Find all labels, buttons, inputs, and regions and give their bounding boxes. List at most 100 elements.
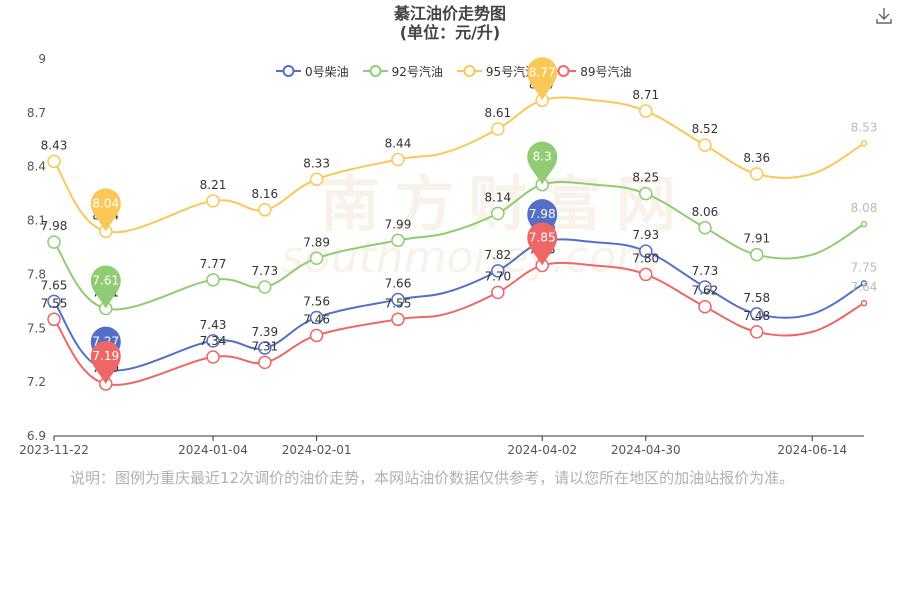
x-tick-label: 2024-04-30: [611, 443, 681, 457]
y-tick-label: 7.5: [27, 321, 46, 335]
series-point: [309, 251, 324, 266]
series-point: [639, 104, 653, 118]
data-label: 8.06: [692, 205, 719, 219]
legend-item[interactable]: 89号汽油: [551, 63, 631, 80]
series-point: [639, 186, 653, 201]
data-label: 8.16: [251, 187, 278, 201]
series-point: [698, 280, 712, 294]
series-point: [258, 203, 272, 217]
marker-pin-shape: [527, 222, 558, 266]
x-tick-label: 2024-02-01: [282, 443, 352, 457]
marker-pin-label: 8.3: [533, 150, 552, 164]
data-label: 8.21: [200, 178, 227, 192]
legend-label: 92号汽油: [391, 64, 443, 79]
legend-item[interactable]: 0号柴油: [276, 63, 349, 80]
data-label: 7.93: [632, 228, 659, 242]
series-point: [860, 299, 868, 307]
chart-subtitle: (单位：元/升): [399, 23, 501, 42]
marker-pin-shape: [527, 141, 558, 185]
data-label: 7.98: [41, 219, 68, 233]
data-label: 8.25: [632, 171, 659, 185]
download-icon[interactable]: [874, 6, 894, 26]
legend-item[interactable]: 92号汽油: [362, 63, 443, 80]
marker-pin-label: 7.85: [529, 230, 556, 244]
series-point: [491, 206, 505, 221]
marker-pin: 7.19: [90, 340, 121, 384]
x-tick-label: 2023-11-22: [19, 443, 89, 457]
series-point: [491, 285, 505, 300]
data-label: 7.99: [385, 217, 412, 231]
data-label: 8.53: [851, 120, 878, 134]
series-point: [206, 334, 220, 348]
data-label: 8.43: [41, 138, 68, 152]
data-label: 7.70: [484, 269, 511, 283]
y-tick-label: 7.8: [27, 267, 46, 281]
series-point: [698, 299, 712, 314]
data-label: 7.64: [851, 280, 878, 294]
marker-pin: 7.61: [90, 265, 121, 309]
marker-pin-shape: [90, 188, 121, 232]
y-tick-label: 8.1: [27, 214, 46, 228]
data-label: 8.44: [385, 137, 412, 151]
series-point: [47, 235, 61, 249]
data-label: 8.52: [692, 122, 719, 136]
series-point: [860, 280, 868, 287]
data-label: 7.46: [303, 312, 330, 326]
legend-swatch-icon: [276, 65, 301, 77]
series-point: [749, 247, 764, 262]
marker-pin-label: 8.77: [529, 65, 556, 79]
y-tick-label: 8.7: [27, 106, 46, 120]
marker-pin-shape: [90, 340, 121, 384]
data-label: 7.82: [484, 248, 511, 262]
series-point: [258, 355, 272, 370]
series-point: [639, 267, 653, 282]
series-point: [698, 221, 712, 235]
series-point: [391, 233, 405, 248]
series-point: [639, 244, 653, 258]
series-point: [860, 220, 868, 228]
data-label: 7.31: [251, 339, 278, 353]
watermark-text-cn: 南方财富网: [320, 170, 690, 240]
chart-footnote: 说明：图例为重庆最近12次调价的油价走势，本网站油价数据仅供参考，请以您所在地区…: [70, 469, 795, 487]
data-label: 8.61: [484, 106, 511, 120]
series-point: [47, 154, 61, 169]
data-label: 7.56: [303, 295, 330, 309]
series-point: [206, 273, 220, 287]
marker-pin-label: 8.04: [92, 196, 119, 210]
data-label: 8.14: [484, 190, 511, 204]
data-label: 7.43: [200, 318, 227, 332]
data-label: 8.08: [851, 201, 878, 215]
series-point: [309, 172, 324, 187]
chart-title-main: 綦江油价走势图: [393, 4, 506, 23]
series-point: [309, 310, 324, 325]
marker-pin-shape: [90, 265, 121, 309]
y-tick-label: 7.2: [27, 375, 46, 389]
series-point: [47, 294, 61, 309]
data-label: 7.55: [41, 296, 68, 310]
series-point: [749, 325, 764, 339]
series-point: [258, 341, 272, 355]
marker-pin-label: 7.19: [92, 349, 119, 363]
x-tick-label: 2024-06-14: [777, 443, 847, 457]
legend-label: 89号汽油: [580, 64, 632, 79]
chart-legend: 0号柴油 92号汽油 95号汽油 89号汽油: [276, 63, 631, 79]
legend-item[interactable]: 95号汽油: [456, 63, 538, 80]
data-label: 8.33: [303, 156, 330, 170]
legend-label: 95号汽油: [485, 64, 538, 79]
data-label: 7.75: [851, 260, 878, 274]
watermark-text-en: southmoney.com: [281, 232, 659, 283]
series-point: [47, 312, 61, 327]
data-label: 7.58: [743, 291, 770, 305]
data-label: 7.73: [251, 264, 278, 278]
data-label: 7.34: [200, 334, 227, 348]
data-label: 7.65: [41, 278, 68, 292]
series-point: [749, 307, 764, 321]
data-label: 7.66: [385, 277, 412, 291]
marker-pin-shape: [527, 57, 558, 101]
series-point: [698, 138, 712, 152]
series-point: [391, 152, 405, 167]
marker-pin: 7.85: [527, 222, 558, 266]
series-point: [391, 312, 405, 327]
